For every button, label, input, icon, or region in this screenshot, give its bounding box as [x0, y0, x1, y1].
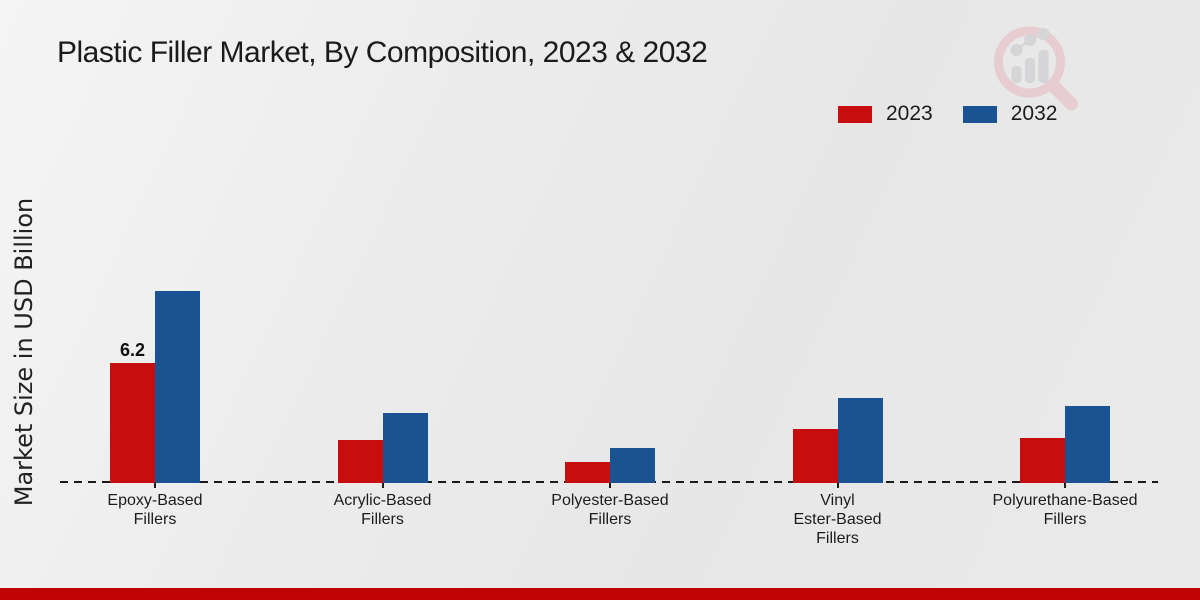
category-label: Polyester-Based Fillers	[551, 492, 669, 528]
category-label: Vinyl Ester-Based Fillers	[793, 492, 882, 547]
legend-item-2023: 2023	[838, 102, 933, 126]
chart-title: Plastic Filler Market, By Composition, 2…	[57, 36, 708, 69]
magnifier-icon	[994, 26, 1078, 111]
bar-2023-group3	[565, 461, 610, 483]
y-axis-title: Market Size in USD Billion	[10, 197, 38, 507]
bar-2032-group4	[837, 397, 883, 483]
category-label: Polyurethane-Based Fillers	[992, 492, 1138, 528]
legend-label-2023: 2023	[886, 102, 933, 125]
x-axis-tick	[1064, 483, 1066, 488]
legend: 2023 2032	[838, 102, 1087, 126]
x-axis-tick	[836, 483, 839, 488]
x-axis-tick	[154, 483, 156, 488]
legend-swatch-2032	[962, 105, 997, 123]
bar-2023-group2	[337, 440, 383, 483]
bar-2023-group4	[792, 428, 838, 483]
legend-label-2032: 2032	[1010, 102, 1058, 125]
bar-2023-group1	[110, 363, 155, 483]
bar-2032-group5	[1065, 405, 1110, 483]
brand-logo-watermark	[994, 26, 1078, 111]
bar-2032-group1	[155, 291, 200, 483]
category-label: Acrylic-Based Fillers	[333, 492, 432, 528]
x-axis-tick	[381, 483, 384, 488]
legend-swatch-2023	[838, 105, 872, 123]
category-label: Epoxy-Based Fillers	[107, 492, 203, 528]
footer-accent-bar	[0, 588, 1200, 600]
legend-item-2032: 2032	[962, 102, 1058, 126]
bar-2032-group3	[610, 448, 655, 483]
x-axis-tick	[609, 483, 611, 488]
bar-2032-group2	[382, 413, 428, 483]
bar-trend-icon	[1010, 28, 1050, 83]
data-label: 6.2	[119, 340, 146, 360]
bar-2023-group5	[1020, 438, 1065, 483]
